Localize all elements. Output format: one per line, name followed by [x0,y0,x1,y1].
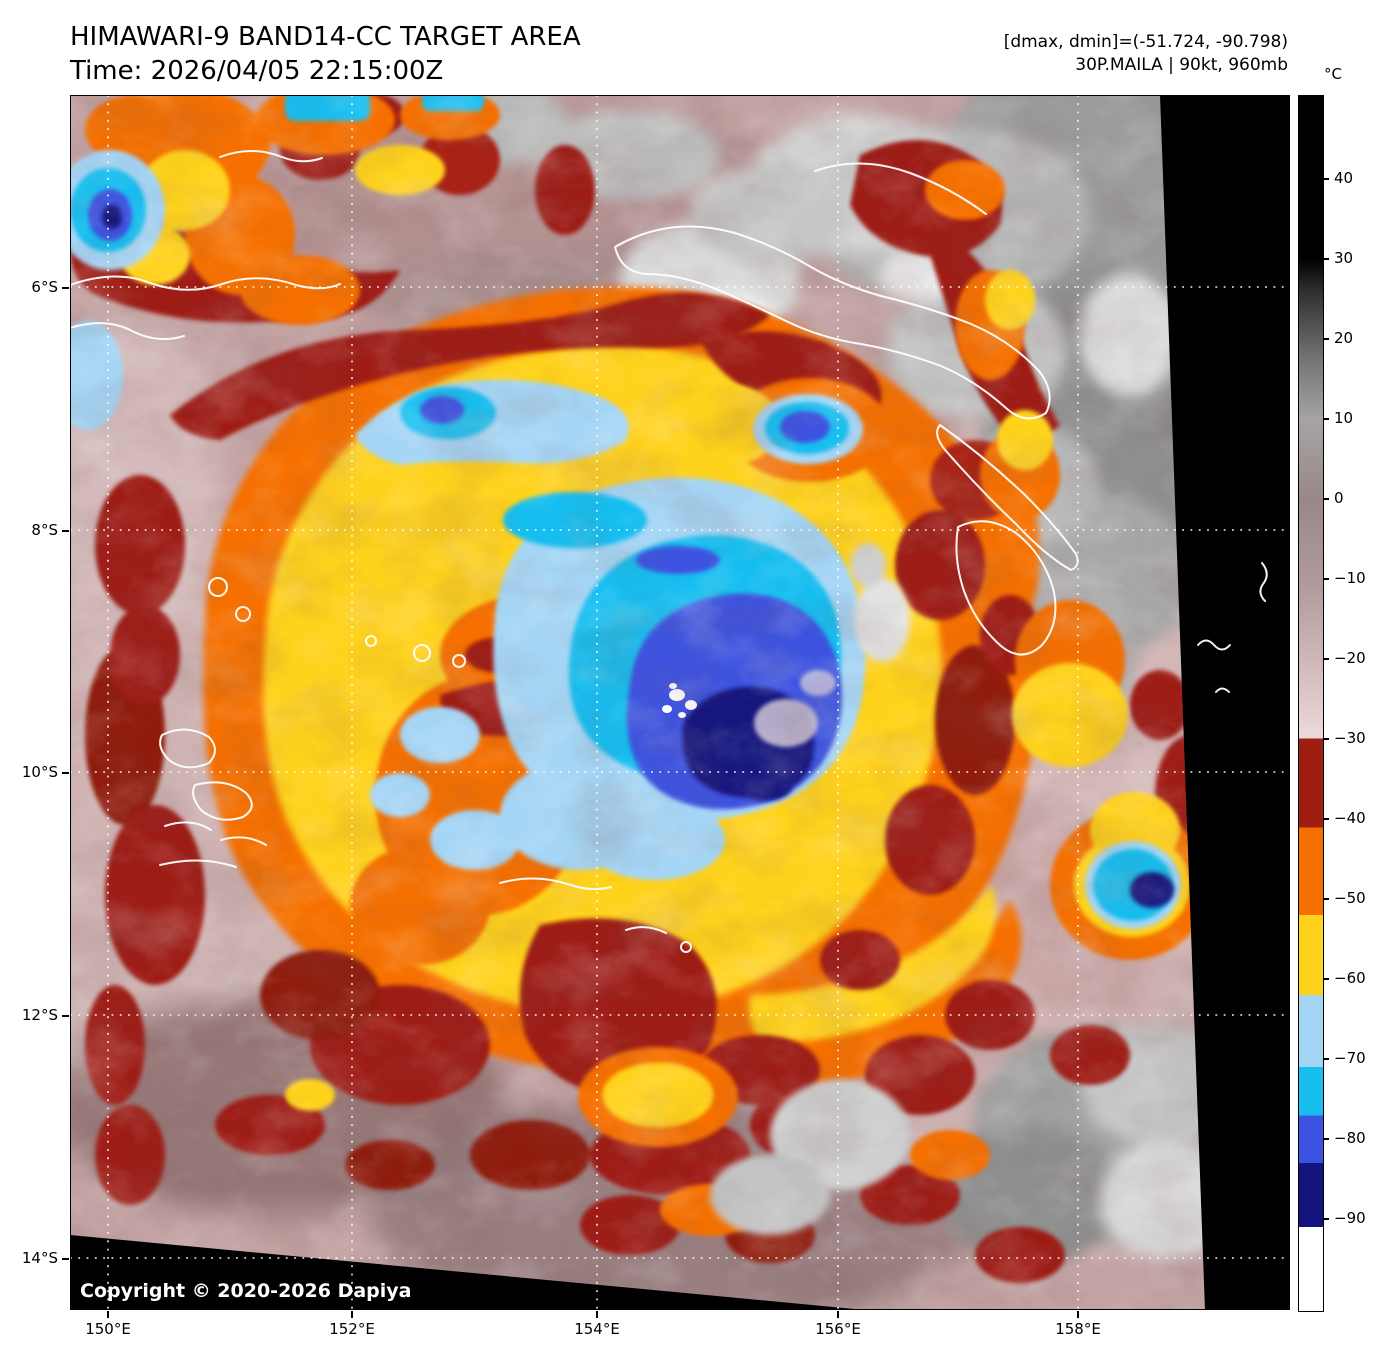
colorbar-tick-label: −90 [1334,1209,1366,1227]
y-axis-label: 6°S [31,278,58,296]
colorbar-tick-label: −30 [1334,729,1366,747]
x-axis-label: 154°E [574,1320,620,1338]
colorbar-tick-label: −20 [1334,649,1366,667]
colorbar-tick [1323,1058,1329,1060]
colorbar-tick-label: 30 [1334,249,1354,267]
colorbar-tick [1323,658,1329,660]
colorbar-tick [1323,1138,1329,1140]
colorbar-tick [1323,898,1329,900]
x-tick [596,1311,598,1318]
info-storm: 30P.MAILA | 90kt, 960mb [1075,55,1288,75]
colorbar-tick-label: 40 [1334,169,1354,187]
colorbar-tick [1323,738,1329,740]
colorbar-tick-label: −50 [1334,889,1366,907]
offscan-black [70,95,1290,1310]
y-tick [62,1258,69,1260]
copyright-text: Copyright © 2020-2026 Dapiya [80,1280,412,1302]
x-axis-label: 156°E [815,1320,861,1338]
colorbar-tick-label: −70 [1334,1049,1366,1067]
y-tick [62,1015,69,1017]
colorbar-tick [1323,578,1329,580]
colorbar-tick-label: 20 [1334,329,1354,347]
x-axis-label: 152°E [329,1320,375,1338]
y-tick [62,530,69,532]
x-tick [107,1311,109,1318]
x-axis-label: 158°E [1055,1320,1101,1338]
y-axis-label: 14°S [21,1249,58,1267]
colorbar-tick-label: −40 [1334,809,1366,827]
x-tick [1077,1311,1079,1318]
colorbar-tick [1323,258,1329,260]
y-tick [62,287,69,289]
header-time: Time: 2026/04/05 22:15:00Z [70,56,444,86]
colorbar-tick [1323,338,1329,340]
info-dmax-dmin: [dmax, dmin]=(-51.724, -90.798) [1003,32,1288,52]
colorbar-tick-label: −10 [1334,569,1366,587]
colorbar-tick-label: 0 [1334,489,1344,507]
x-tick [837,1311,839,1318]
x-axis-label: 150°E [85,1320,131,1338]
noise-light-overlay [70,95,1290,1310]
colorbar-tick [1323,978,1329,980]
colorbar-tick [1323,178,1329,180]
colorbar-tick [1323,1218,1329,1220]
header-title: HIMAWARI-9 BAND14-CC TARGET AREA [70,22,581,52]
colorbar-tick [1323,818,1329,820]
coastlines [70,150,1268,953]
colorbar-unit-label: °C [1324,65,1342,83]
colorbar [1298,95,1324,1312]
colorbar-tick [1323,498,1329,500]
grid-lines [70,95,1290,1310]
satellite-svg [70,95,1290,1310]
x-tick [351,1311,353,1318]
colorbar-tick-label: 10 [1334,409,1354,427]
y-tick [62,772,69,774]
y-axis-label: 12°S [21,1006,58,1024]
y-axis-label: 8°S [31,521,58,539]
satellite-image [70,95,1290,1310]
colorbar-tick-label: −80 [1334,1129,1366,1147]
colorbar-tick [1323,418,1329,420]
y-axis-label: 10°S [21,763,58,781]
colorbar-tick-label: −60 [1334,969,1366,987]
